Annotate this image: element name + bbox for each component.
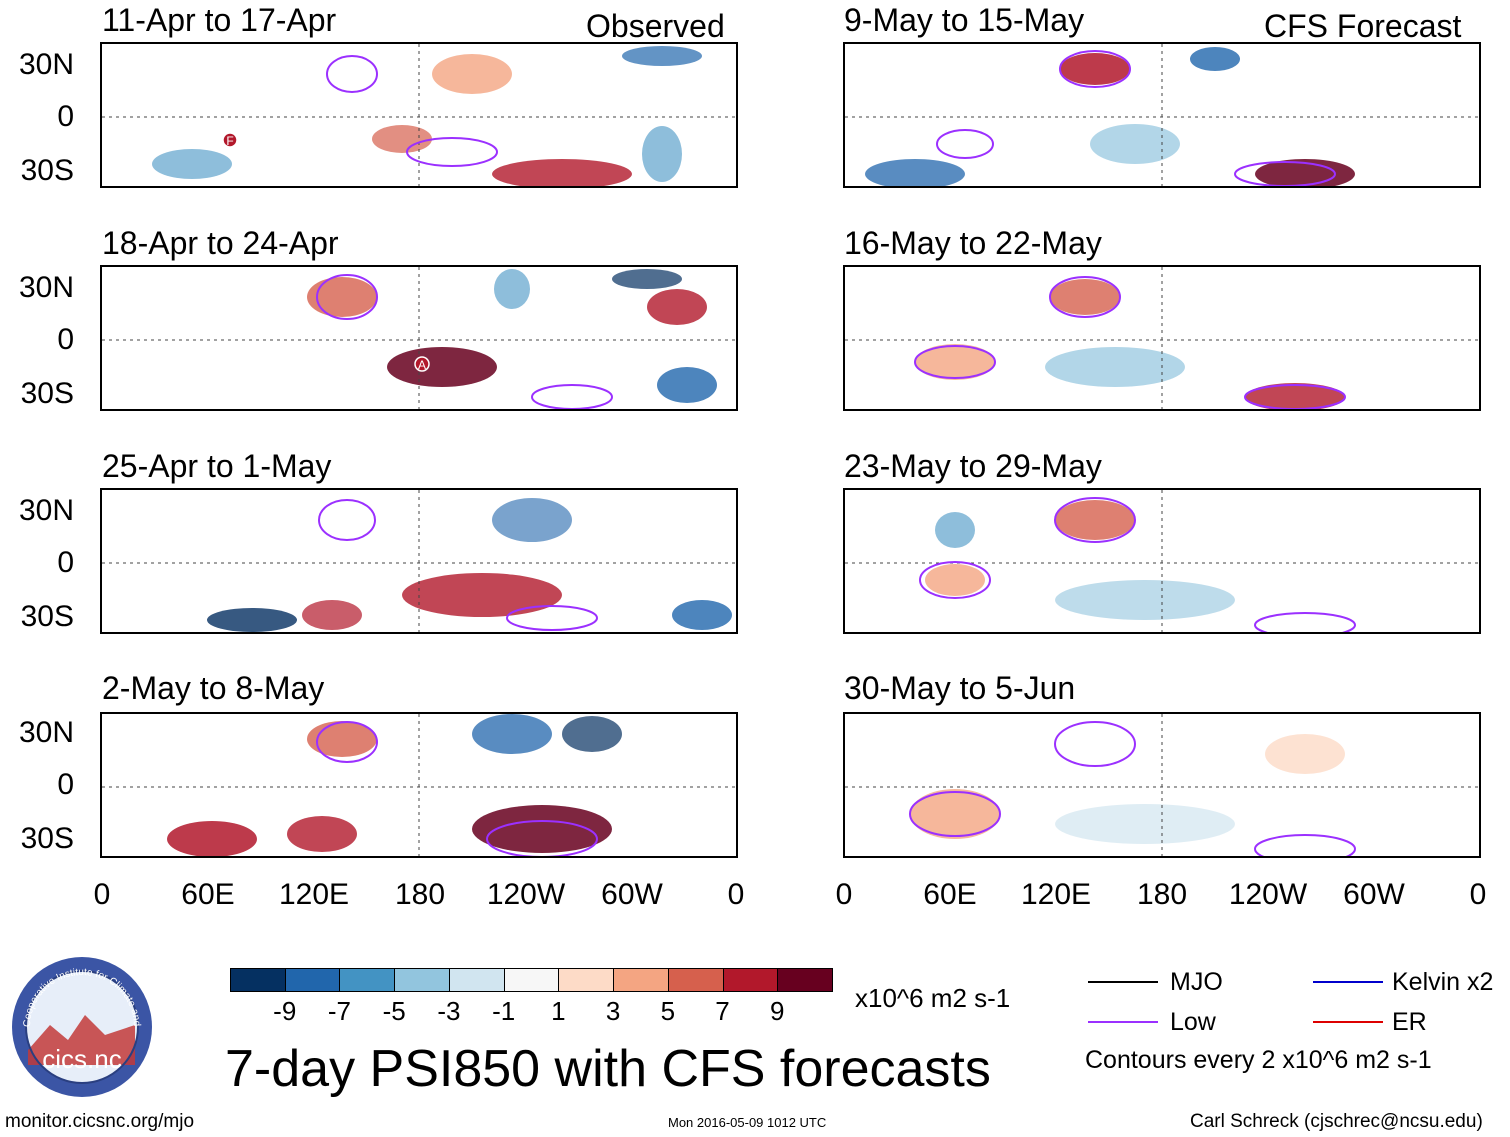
panel-title-7: 23-May to 29-May [844, 448, 1102, 484]
lon-label-120e: 120E [1020, 878, 1092, 911]
panel-title-4: 2-May to 8-May [102, 670, 325, 706]
colorbar-tick-label: 7 [715, 996, 730, 1026]
colorbar-tick-label: 3 [605, 996, 621, 1026]
lon-label-0-east: 0 [727, 878, 745, 911]
map-svg-1: F [102, 44, 736, 186]
colorbar-swatch [668, 968, 724, 992]
lat-label-0: 0 [57, 100, 74, 133]
map-panel-5 [843, 42, 1481, 188]
colorbar-units: x10^6 m2 s-1 [855, 983, 1011, 1013]
panel-title-6: 16-May to 22-May [844, 225, 1102, 261]
lon-label-60e: 60E [923, 878, 977, 911]
lon-label-180: 180 [394, 878, 446, 911]
map-svg-6 [845, 267, 1479, 409]
colorbar-swatch [395, 968, 450, 992]
storm-marker-f [222, 132, 238, 148]
legend-line-er [1313, 1021, 1383, 1023]
colorbar-swatch [340, 968, 396, 992]
panel-title-5: 9-May to 15-May [844, 2, 1085, 38]
lat-label-30n: 30N [18, 716, 74, 749]
colorbar-swatch [559, 968, 615, 992]
colorbar-tick-label: -3 [437, 996, 461, 1026]
colorbar-swatch [285, 968, 341, 992]
lon-label-60w: 60W [1343, 878, 1405, 911]
lat-label-30n: 30N [18, 48, 74, 81]
colorbar-swatch [778, 968, 833, 992]
panel-title-8: 30-May to 5-Jun [844, 670, 1076, 706]
map-panel-3 [100, 488, 738, 634]
footer-url[interactable]: monitor.cicsnc.org/mjo [5, 1111, 195, 1132]
lon-label-60w: 60W [601, 878, 663, 911]
map-panel-6 [843, 265, 1481, 411]
map-svg-7 [845, 490, 1479, 632]
colorbar-swatch [614, 968, 669, 992]
map-panel-2: A [100, 265, 738, 411]
panel-title-1: 11-Apr to 17-Apr [102, 2, 337, 38]
legend-label-mjo: MJO [1170, 968, 1223, 996]
map-panel-8 [843, 712, 1481, 858]
footer-timestamp: Mon 2016-05-09 1012 UTC [668, 1115, 827, 1130]
map-panel-4 [100, 712, 738, 858]
lon-label-180: 180 [1136, 878, 1188, 911]
cfs-forecast-label: CFS Forecast [1264, 8, 1462, 44]
colorbar-ticks: -9 -7 -5 -3 -1 1 3 5 7 9 [0, 998, 784, 1024]
lon-label-0: 0 [93, 878, 111, 911]
legend-line-kelvin [1313, 981, 1383, 983]
logo-text: cics.nc [42, 1044, 121, 1074]
colorbar-tick-label: 1 [551, 996, 566, 1026]
colorbar-tick-label: -7 [327, 996, 352, 1026]
lat-label-30s: 30S [20, 377, 74, 410]
map-svg-4 [102, 714, 736, 856]
legend-line-low [1088, 1021, 1158, 1023]
map-svg-8 [845, 714, 1479, 856]
legend-label-er: ER [1392, 1008, 1427, 1036]
lon-label-120e: 120E [278, 878, 350, 911]
lat-label-30s: 30S [20, 600, 74, 633]
map-panel-1: F [100, 42, 738, 188]
map-panel-7 [843, 488, 1481, 634]
map-svg-5 [845, 44, 1479, 186]
legend-line-mjo [1088, 981, 1158, 983]
lon-label-60e: 60E [181, 878, 235, 911]
lon-label-0-east: 0 [1469, 878, 1487, 911]
lat-label-30s: 30S [20, 822, 74, 855]
contour-note: Contours every 2 x10^6 m2 s-1 [1085, 1046, 1432, 1074]
legend-label-kelvin: Kelvin x2 [1392, 968, 1494, 996]
colorbar [230, 968, 833, 992]
lat-label-0: 0 [57, 323, 74, 356]
main-title: 7-day PSI850 with CFS forecasts [225, 1040, 991, 1098]
logo-svg: Cooperative Institute for Climate and Sa… [7, 947, 152, 1097]
lat-label-30n: 30N [18, 494, 74, 527]
lat-label-0: 0 [57, 546, 74, 579]
lon-label-120w: 120W [486, 878, 566, 911]
legend-label-low: Low [1170, 1008, 1216, 1036]
colorbar-tick-label: -9 [273, 996, 297, 1026]
lat-label-0: 0 [57, 768, 74, 801]
lat-label-30s: 30S [20, 154, 74, 187]
colorbar-tick-label: 5 [660, 996, 676, 1026]
storm-marker-f-label: F [226, 134, 233, 148]
colorbar-swatch [231, 968, 286, 992]
colorbar-swatch [504, 968, 560, 992]
colorbar-swatch [449, 968, 505, 992]
lon-label-120w: 120W [1228, 878, 1308, 911]
colorbar-swatch [723, 968, 779, 992]
panel-title-2: 18-Apr to 24-Apr [102, 225, 339, 261]
cics-logo: Cooperative Institute for Climate and Sa… [7, 947, 155, 1100]
observed-label: Observed [586, 8, 725, 44]
map-svg-3 [102, 490, 736, 632]
panel-title-3: 25-Apr to 1-May [102, 448, 332, 484]
lon-label-0: 0 [835, 878, 853, 911]
storm-marker-a-label: A [418, 358, 426, 372]
colorbar-tick-label: -1 [492, 996, 516, 1026]
lat-label-30n: 30N [18, 271, 74, 304]
footer-author: Carl Schreck (cjschrec@ncsu.edu) [1190, 1111, 1483, 1132]
colorbar-tick-label: -5 [382, 996, 406, 1026]
colorbar-tick-label: 9 [770, 996, 785, 1026]
map-svg-2: A [102, 267, 736, 409]
storm-marker-a [414, 356, 430, 372]
